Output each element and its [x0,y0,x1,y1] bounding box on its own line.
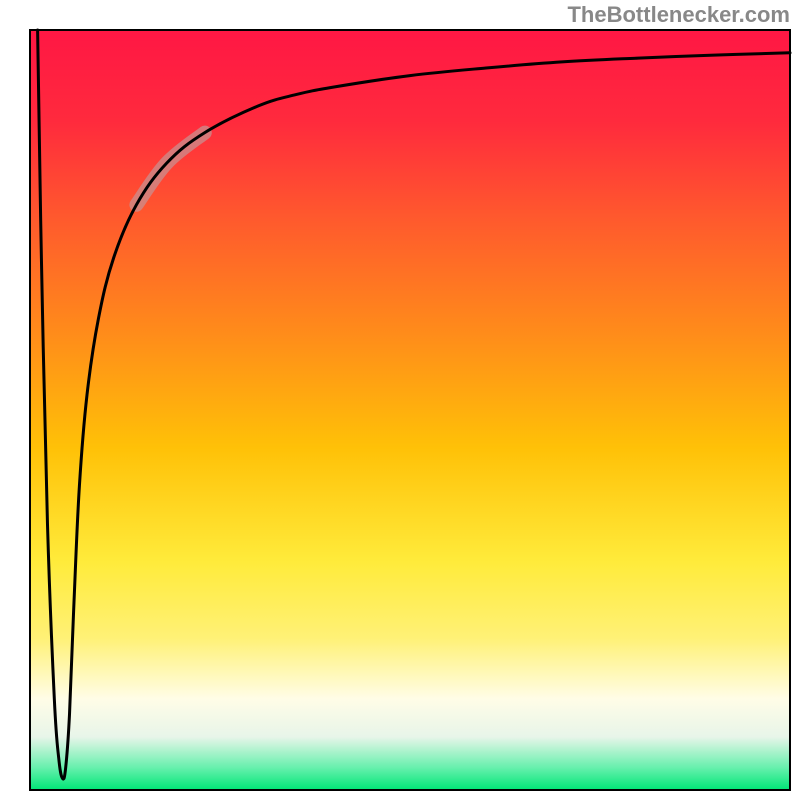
chart-container: TheBottlenecker.com [0,0,800,800]
plot-background [30,30,790,790]
watermark-label: TheBottlenecker.com [567,2,790,28]
bottleneck-chart [0,0,800,800]
